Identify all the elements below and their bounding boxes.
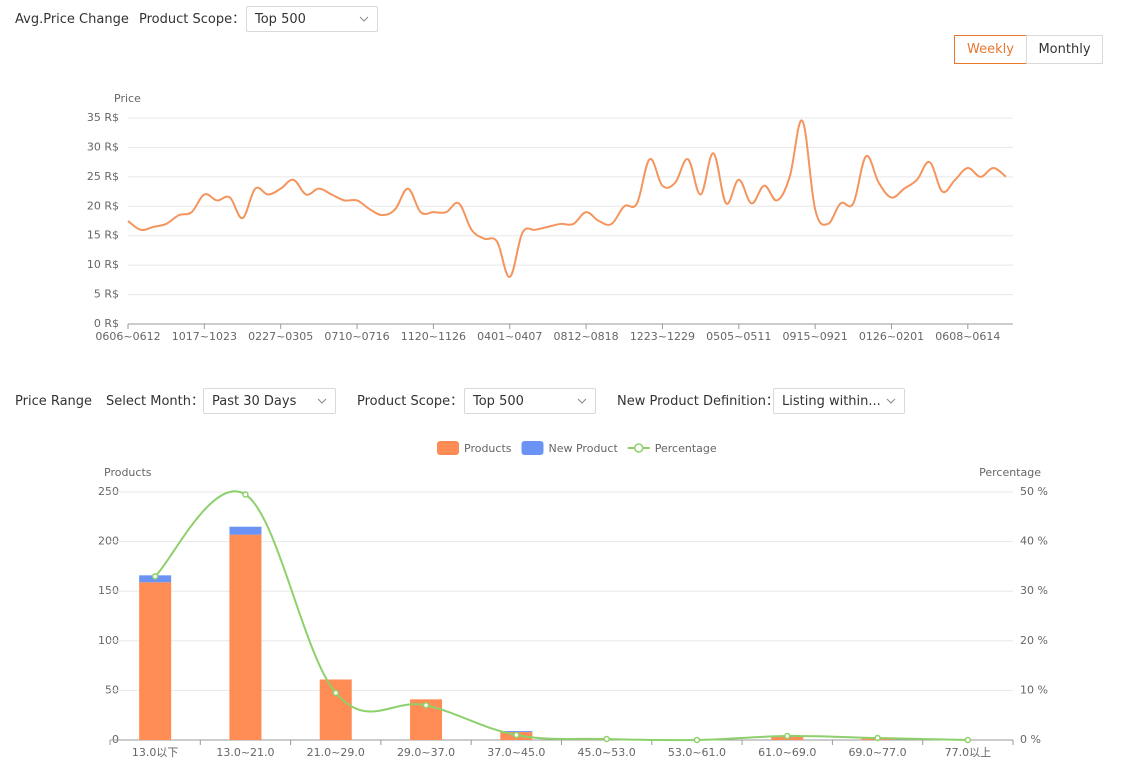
legend-label: Products (464, 442, 512, 455)
x-tick-label: 0126~0201 (859, 330, 924, 343)
x-tick-label: 1120~1126 (401, 330, 466, 343)
percentage-line (154, 490, 968, 742)
y-axis-title: Price (114, 92, 141, 105)
bar (229, 526, 262, 535)
percentage-point (874, 734, 881, 742)
x-tick-label: 53.0~61.0 (668, 746, 726, 759)
section-title: Avg.Price Change (15, 12, 129, 27)
percentage-point (693, 736, 701, 744)
y2-tick-label: 20 % (1020, 634, 1048, 647)
x-tick-label: 0608~0614 (935, 330, 1000, 343)
y2-tick-label: 0 % (1020, 733, 1041, 746)
percentage-point (422, 702, 430, 709)
weekly-button[interactable]: Weekly (954, 35, 1027, 64)
y2-tick-label: 30 % (1020, 584, 1048, 597)
select-value: Top 500 (255, 12, 306, 27)
y-tick-label: 30 R$ (87, 140, 119, 153)
price-line (127, 119, 1007, 278)
percentage-point (242, 491, 249, 498)
y-tick-label: 10 R$ (87, 258, 119, 271)
chevron (317, 398, 327, 404)
x-tick-label: 37.0~45.0 (487, 746, 545, 759)
x-tick-label: 29.0~37.0 (397, 746, 455, 759)
y-tick-label: 200 (98, 535, 119, 548)
y-tick-label: 15 R$ (87, 229, 119, 242)
y2-axis-title: Percentage (979, 466, 1041, 479)
x-tick-label: 77.0以上 (945, 746, 992, 759)
x-tick-label: 0606~0612 (95, 330, 160, 343)
y-tick-label: 20 R$ (87, 199, 119, 212)
x-tick-label: 45.0~53.0 (578, 746, 636, 759)
section-title: Price Range (15, 394, 93, 409)
x-tick-label: 0505~0511 (706, 330, 771, 343)
month-select[interactable]: Past 30 Days (203, 388, 336, 414)
legend-label: New Product (549, 442, 619, 455)
legend-swatch (521, 441, 544, 455)
bar (139, 582, 172, 740)
select-value: Listing within... (782, 394, 881, 409)
legend-swatch (437, 441, 459, 455)
y-tick-label: 250 (98, 485, 119, 498)
x-tick-label: 1223~1229 (630, 330, 695, 343)
x-tick-label: 0710~0716 (324, 330, 389, 343)
y2-tick-label: 10 % (1020, 683, 1048, 696)
select-value: Past 30 Days (212, 394, 297, 409)
x-tick-label: 61.0~69.0 (758, 746, 816, 759)
bar (500, 731, 533, 733)
chevron (886, 398, 896, 404)
x-tick-label: 13.0以下 (132, 746, 179, 759)
x-tick-label: 21.0~29.0 (307, 746, 365, 759)
x-tick-label: 1017~1023 (172, 330, 237, 343)
x-tick-label: 69.0~77.0 (848, 746, 906, 759)
percentage-point (151, 573, 159, 580)
percentage-point (332, 689, 339, 697)
y-tick-label: 150 (98, 584, 119, 597)
chevron (359, 16, 369, 22)
x-tick-label: 0812~0818 (553, 330, 618, 343)
scope-select[interactable]: Top 500 (464, 388, 596, 414)
chevron (577, 398, 587, 404)
y-tick-label: 100 (98, 634, 119, 647)
y-tick-label: 35 R$ (87, 111, 119, 124)
select-value: Top 500 (473, 394, 524, 409)
y-axis-title: Products (104, 466, 152, 479)
legend-swatch (634, 443, 644, 453)
y2-tick-label: 40 % (1020, 535, 1048, 548)
scope-label: Product Scope： (357, 394, 464, 409)
y-tick-label: 0 R$ (94, 317, 119, 330)
x-tick-label: 0915~0921 (783, 330, 848, 343)
month-label: Select Month： (106, 394, 204, 409)
definition-select[interactable]: Listing within... (773, 388, 905, 414)
percentage-point (603, 735, 610, 743)
bar (229, 534, 262, 740)
x-tick-label: 13.0~21.0 (216, 746, 274, 759)
percentage-point (784, 732, 791, 740)
scope-label: Product Scope： (139, 12, 246, 27)
scope-select[interactable]: Top 500 (246, 6, 378, 32)
percentage-point (513, 731, 520, 739)
y-tick-label: 5 R$ (94, 288, 119, 301)
definition-label: New Product Definition： (617, 394, 779, 409)
monthly-button[interactable]: Monthly (1026, 35, 1103, 64)
x-tick-label: 0227~0305 (248, 330, 313, 343)
bar (319, 679, 352, 740)
percentage-point (964, 736, 972, 744)
y-tick-label: 25 R$ (87, 170, 119, 183)
y2-tick-label: 50 % (1020, 485, 1048, 498)
legend-label: Percentage (655, 442, 717, 455)
x-tick-label: 0401~0407 (477, 330, 542, 343)
